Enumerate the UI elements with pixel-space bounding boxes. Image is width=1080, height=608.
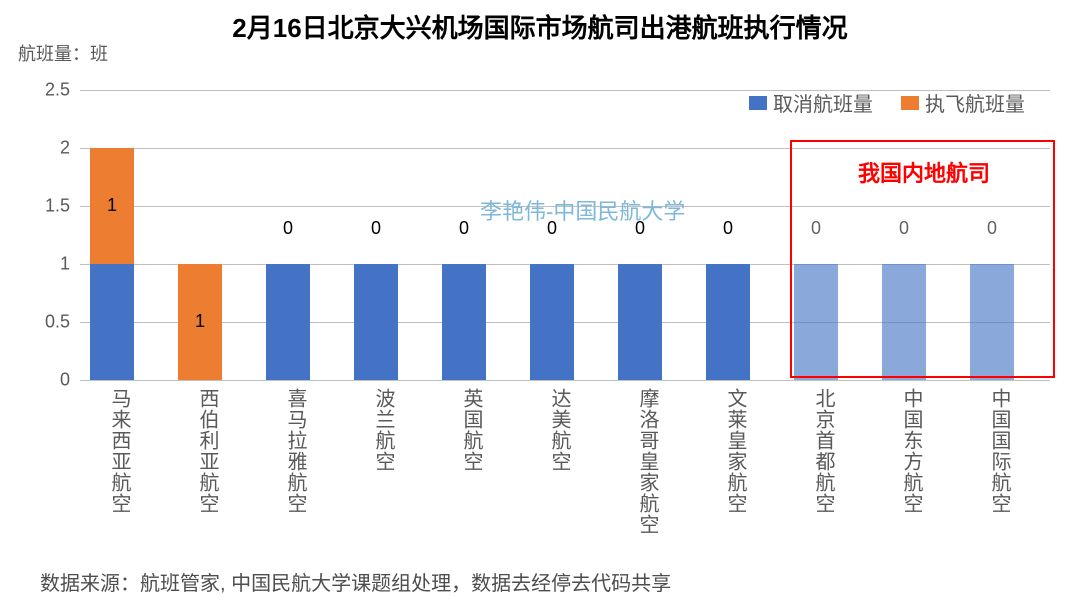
bar-group: 0	[618, 90, 662, 380]
x-tick-label: 摩洛哥皇家航空	[618, 388, 662, 535]
y-tick-label: 0	[60, 370, 70, 391]
highlight-label: 我国内地航司	[858, 156, 990, 188]
y-axis-unit: 航班量：班	[18, 40, 108, 66]
x-tick-label: 马来西亚航空	[90, 388, 134, 514]
y-tick-label: 1.5	[45, 196, 70, 217]
bar-top-label: 0	[618, 218, 662, 241]
y-tick-label: 1	[60, 254, 70, 275]
bar-seg-cancelled	[354, 264, 398, 380]
bar-group: 1	[90, 90, 134, 380]
y-tick-label: 2	[60, 138, 70, 159]
x-tick-label: 达美航空	[530, 388, 574, 472]
bar-seg-cancelled	[530, 264, 574, 380]
bar-group: 1	[178, 90, 222, 380]
bar-top-label: 0	[266, 218, 310, 241]
x-axis-labels: 马来西亚航空西伯利亚航空喜马拉雅航空波兰航空英国航空达美航空摩洛哥皇家航空文莱皇…	[80, 388, 1050, 568]
bar-group: 0	[266, 90, 310, 380]
x-tick-label: 喜马拉雅航空	[266, 388, 310, 514]
bar-value-label: 1	[178, 311, 222, 332]
bar-value-label: 1	[90, 195, 134, 216]
y-tick-label: 0.5	[45, 312, 70, 333]
bar-seg-cancelled	[266, 264, 310, 380]
gridline	[80, 380, 1050, 381]
bar-group: 0	[530, 90, 574, 380]
x-tick-label: 中国东方航空	[882, 388, 926, 514]
y-tick-label: 2.5	[45, 80, 70, 101]
bar-top-label: 0	[442, 218, 486, 241]
bar-seg-cancelled	[442, 264, 486, 380]
x-tick-label: 中国国际航空	[970, 388, 1014, 514]
x-tick-label: 波兰航空	[354, 388, 398, 472]
x-tick-label: 英国航空	[442, 388, 486, 472]
bar-top-label: 0	[530, 218, 574, 241]
bar-top-label: 0	[354, 218, 398, 241]
bar-group: 0	[354, 90, 398, 380]
bar-seg-cancelled	[618, 264, 662, 380]
chart-title: 2月16日北京大兴机场国际市场航司出港航班执行情况	[0, 8, 1080, 45]
x-tick-label: 西伯利亚航空	[178, 388, 222, 514]
bar-group: 0	[706, 90, 750, 380]
bar-group: 0	[442, 90, 486, 380]
bar-seg-cancelled	[706, 264, 750, 380]
x-tick-label: 文莱皇家航空	[706, 388, 750, 514]
data-source-footer: 数据来源：航班管家, 中国民航大学课题组处理，数据去经停去代码共享	[40, 567, 671, 596]
x-tick-label: 北京首都航空	[794, 388, 838, 514]
bar-top-label: 0	[706, 218, 750, 241]
bar-seg-cancelled	[90, 264, 134, 380]
